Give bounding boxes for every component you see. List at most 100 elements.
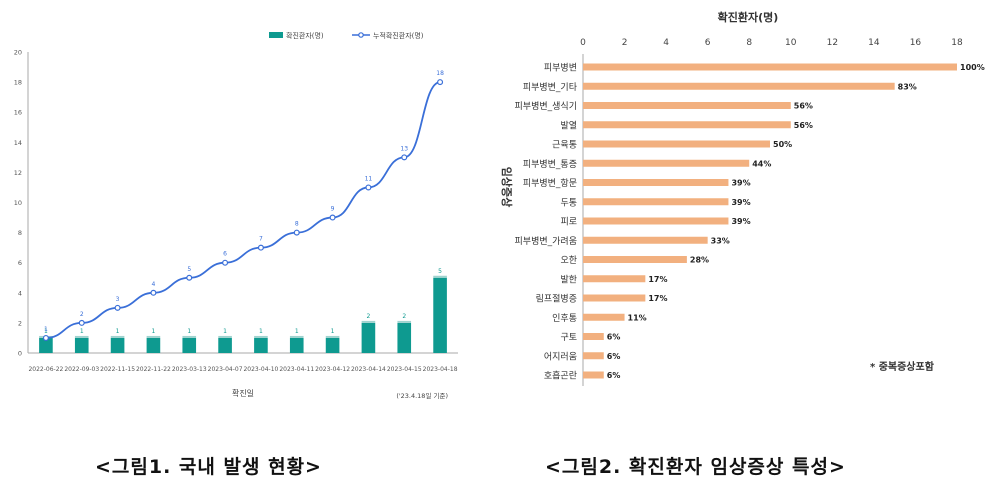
date-note: ('23.4.18일 기준) bbox=[396, 391, 448, 400]
x-tick-label: 2023-04-11 bbox=[279, 366, 314, 373]
daily-case-bar bbox=[110, 337, 125, 353]
symptom-bar bbox=[583, 256, 687, 263]
x-tick-label: 2023-04-10 bbox=[243, 366, 278, 373]
daily-case-bar bbox=[74, 337, 89, 353]
x-tick-label: 18 bbox=[951, 38, 963, 48]
symptom-category-label: 림프절병증 bbox=[536, 293, 577, 305]
cumulative-value: 13 bbox=[400, 145, 408, 152]
symptom-category-label: 호흡곤란 bbox=[544, 370, 577, 382]
symptom-percent-label: 39% bbox=[731, 179, 750, 188]
daily-case-bar-top bbox=[74, 335, 89, 338]
duplicate-symptom-note: * 중복증상포함 bbox=[870, 360, 935, 373]
symptom-category-label: 두통 bbox=[560, 197, 577, 208]
daily-case-bar bbox=[218, 337, 232, 353]
symptom-percent-label: 83% bbox=[898, 82, 917, 91]
symptom-percent-label: 39% bbox=[731, 217, 750, 226]
symptom-bar bbox=[583, 82, 895, 90]
daily-case-bar-top bbox=[397, 320, 412, 323]
daily-case-bar bbox=[146, 337, 161, 353]
cumulative-value: 2 bbox=[80, 311, 84, 318]
x-axis-label: 확진일 bbox=[232, 388, 254, 398]
x-tick-label: 8 bbox=[746, 38, 752, 48]
symptom-category-label: 피부병변_생식기 bbox=[515, 101, 577, 112]
cumulative-value: 18 bbox=[436, 70, 444, 77]
symptom-percent-label: 6% bbox=[607, 333, 621, 342]
daily-case-bar bbox=[39, 337, 53, 353]
y-tick-label: 16 bbox=[14, 109, 22, 117]
symptom-category-label: 오한 bbox=[560, 255, 577, 266]
daily-case-value: 1 bbox=[331, 328, 335, 335]
y-tick-label: 0 bbox=[18, 350, 22, 358]
symptom-category-label: 발한 bbox=[560, 274, 577, 285]
cumulative-value: 9 bbox=[331, 206, 335, 213]
cumulative-point bbox=[186, 274, 193, 281]
daily-case-bar-top bbox=[110, 335, 125, 338]
symptom-bar bbox=[583, 198, 729, 206]
daily-case-bar bbox=[397, 322, 412, 353]
symptom-percent-label: 6% bbox=[607, 352, 621, 361]
x-tick-label: 0 bbox=[580, 38, 586, 48]
daily-case-value: 1 bbox=[44, 328, 48, 335]
x-tick-label: 14 bbox=[868, 38, 880, 48]
legend-bar-label: 확진환자(명) bbox=[286, 31, 324, 40]
symptom-category-label: 피로 bbox=[560, 217, 577, 228]
y-tick-label: 20 bbox=[14, 49, 22, 57]
symptom-percent-label: 17% bbox=[648, 294, 667, 303]
symptom-bar bbox=[583, 313, 625, 321]
symptom-percent-label: 33% bbox=[711, 236, 730, 245]
cumulative-value: 3 bbox=[116, 296, 120, 303]
symptom-category-label: 피부병변_가려움 bbox=[515, 236, 577, 247]
cumulative-value: 6 bbox=[223, 251, 227, 258]
x-tick-label: 2022-06-22 bbox=[28, 366, 63, 373]
daily-case-bar-top bbox=[182, 335, 197, 338]
symptom-category-label: 인후통 bbox=[552, 313, 577, 324]
symptom-percent-label: 11% bbox=[628, 313, 647, 322]
symptom-category-label: 발열 bbox=[560, 120, 577, 131]
figure2-caption: <그림2. 확진환자 임상증상 특성> bbox=[545, 456, 846, 478]
y-tick-label: 14 bbox=[14, 139, 22, 147]
legend: 확진환자(명) 누적확진환자(명) bbox=[269, 31, 424, 40]
daily-case-bar-top bbox=[325, 335, 340, 338]
x-tick-label: 2023-04-15 bbox=[387, 366, 422, 373]
daily-case-value: 2 bbox=[367, 313, 371, 320]
symptom-bar bbox=[583, 333, 604, 340]
y-tick-label: 12 bbox=[14, 169, 22, 177]
symptom-category-label: 근육통 bbox=[552, 140, 577, 151]
daily-case-value: 1 bbox=[116, 328, 120, 335]
cumulative-point bbox=[114, 304, 121, 311]
y-axis-label: 임상증상 bbox=[500, 167, 514, 207]
legend-line-label: 누적확진환자(명) bbox=[373, 31, 424, 40]
symptom-bar bbox=[583, 159, 750, 167]
y-tick-label: 6 bbox=[18, 259, 22, 267]
cumulative-value: 1 bbox=[44, 326, 48, 333]
x-tick-label: 12 bbox=[827, 38, 838, 48]
legend-line-marker bbox=[358, 32, 364, 38]
legend-bar-swatch bbox=[269, 32, 283, 38]
y-tick-label: 8 bbox=[18, 229, 22, 237]
symptom-percent-label: 50% bbox=[773, 140, 792, 149]
symptom-percent-label: 28% bbox=[690, 256, 709, 265]
cumulative-cases-line bbox=[45, 81, 441, 339]
symptom-bar bbox=[583, 217, 729, 225]
symptom-bar bbox=[583, 140, 770, 148]
cumulative-value: 4 bbox=[152, 281, 156, 288]
daily-case-value: 1 bbox=[259, 328, 263, 335]
daily-case-bar bbox=[254, 337, 268, 353]
cumulative-point bbox=[365, 184, 372, 191]
cumulative-value: 5 bbox=[187, 266, 191, 273]
symptom-category-label: 피부병변_통증 bbox=[523, 159, 577, 170]
symptom-bar bbox=[583, 371, 604, 379]
y-tick-label: 18 bbox=[14, 79, 22, 87]
symptom-percent-label: 39% bbox=[731, 198, 750, 207]
symptom-percent-label: 100% bbox=[960, 63, 985, 72]
daily-case-bar-top bbox=[433, 275, 447, 278]
cumulative-point bbox=[257, 244, 264, 251]
x-tick-label: 2022-09-03 bbox=[64, 366, 99, 373]
symptom-bar bbox=[583, 102, 791, 109]
cumulative-point bbox=[329, 214, 336, 221]
daily-case-value: 1 bbox=[152, 328, 156, 335]
symptom-percent-label: 56% bbox=[794, 121, 813, 130]
x-tick-label: 2023-04-07 bbox=[208, 366, 243, 373]
daily-case-bar bbox=[289, 337, 304, 353]
